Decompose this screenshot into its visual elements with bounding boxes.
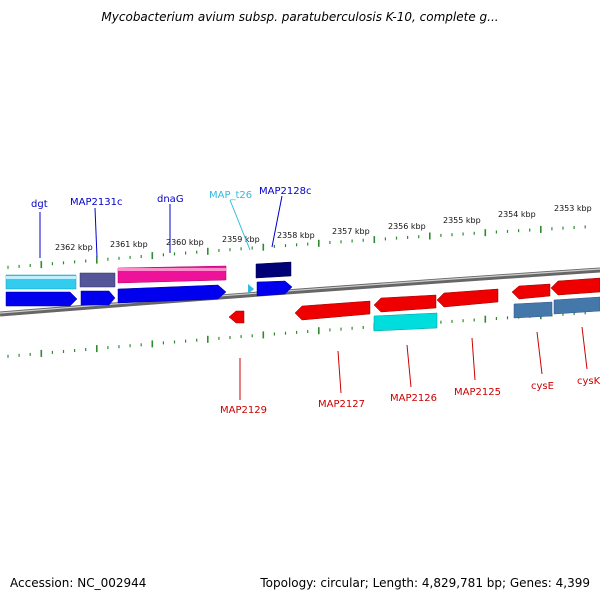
map-title: Mycobacterium avium subsp. paratuberculo… <box>101 10 499 24</box>
gene-label-map2128c[interactable]: MAP2128c <box>259 186 311 197</box>
gene-cyse-arrow[interactable] <box>511 283 551 300</box>
gene-label-cyse[interactable]: cysE <box>531 381 554 392</box>
topology-summary-text: Topology: circular; Length: 4,829,781 bp… <box>260 576 590 590</box>
gene-dgt-arrow[interactable] <box>5 291 78 307</box>
leader-map2128c <box>271 195 283 248</box>
gene-map2128c-arrow[interactable] <box>256 280 293 297</box>
kbp-label-2354: 2354 kbp <box>498 210 536 219</box>
gene-label-map2125[interactable]: MAP2125 <box>454 387 501 398</box>
gene-map2125-arrow[interactable] <box>436 288 499 308</box>
top-tick-ruler <box>7 225 586 269</box>
leader-map2125 <box>471 337 476 381</box>
gene-label-map2129[interactable]: MAP2129 <box>220 405 267 416</box>
kbp-label-2355: 2355 kbp <box>443 216 481 225</box>
gene-map-t26-arrow[interactable] <box>248 284 254 294</box>
label-leader-lines <box>39 195 588 400</box>
kbp-label-2361: 2361 kbp <box>110 240 148 249</box>
gene-label-map2127[interactable]: MAP2127 <box>318 399 365 410</box>
kbp-label-2362: 2362 kbp <box>55 243 93 252</box>
gene-label-map-t26[interactable]: MAP_t26 <box>209 190 252 201</box>
leader-map2131c <box>94 207 98 258</box>
leader-cysk <box>581 326 588 370</box>
leader-map2126 <box>406 344 412 388</box>
gene-dnag-upper-shine <box>118 268 226 271</box>
bottom-tick-ruler <box>7 311 586 358</box>
kbp-label-2358: 2358 kbp <box>277 231 315 240</box>
gene-cyse-lower[interactable] <box>513 301 553 319</box>
genome-backbone-highlight <box>0 268 600 314</box>
kbp-label-2356: 2356 kbp <box>388 222 426 231</box>
gene-label-map2126[interactable]: MAP2126 <box>390 393 437 404</box>
forward-strand-features <box>5 261 293 307</box>
gene-map2131c-arrow[interactable] <box>80 290 116 306</box>
gene-labels: dgt MAP2131c dnaG MAP_t26 MAP2128c MAP21… <box>31 186 600 416</box>
gene-cysk-lower[interactable] <box>553 296 600 315</box>
kbp-label-2360: 2360 kbp <box>166 238 204 247</box>
gene-map2126-arrow[interactable] <box>373 294 437 313</box>
gene-map2129-arrow[interactable] <box>228 310 245 324</box>
gene-label-dgt[interactable]: dgt <box>31 199 48 210</box>
accession-text: Accession: NC_002944 <box>10 576 147 590</box>
gene-label-dnag[interactable]: dnaG <box>157 194 184 205</box>
gene-dgt-upper-shine <box>6 276 76 279</box>
leader-cyse <box>536 331 543 375</box>
gene-cysk-arrow[interactable] <box>550 277 600 296</box>
genome-backbone <box>0 267 600 317</box>
kbp-scale-labels: 2362 kbp 2361 kbp 2360 kbp 2359 kbp 2358… <box>55 204 592 252</box>
leader-map2127 <box>337 350 342 394</box>
gene-dnag-arrow[interactable] <box>117 284 227 304</box>
gene-map2126-lower[interactable] <box>373 312 438 332</box>
kbp-label-2353: 2353 kbp <box>554 204 592 213</box>
gene-map2127-arrow[interactable] <box>294 300 371 321</box>
kbp-label-2359: 2359 kbp <box>222 235 260 244</box>
gene-map2128c-upper[interactable] <box>255 261 292 279</box>
gene-label-map2131c[interactable]: MAP2131c <box>70 197 122 208</box>
gene-map2131c-upper[interactable] <box>79 272 116 288</box>
kbp-label-2357: 2357 kbp <box>332 227 370 236</box>
gene-label-cysk[interactable]: cysK <box>577 376 600 387</box>
reverse-strand-features <box>228 277 600 332</box>
leader-map-t26 <box>229 199 251 251</box>
